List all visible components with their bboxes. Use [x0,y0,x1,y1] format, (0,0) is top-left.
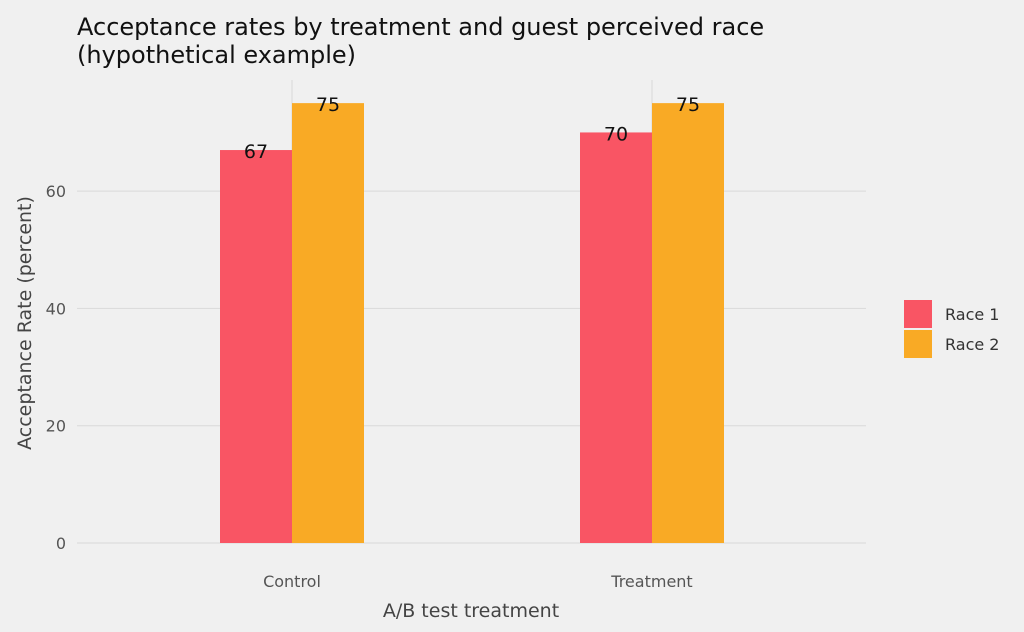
chart-title-line-1: Acceptance rates by treatment and guest … [77,13,764,41]
bar [220,150,292,544]
legend-swatch [904,300,932,328]
legend: Race 1 Race 2 [904,300,999,358]
y-tick-label: 0 [56,534,66,553]
x-tick-label: Treatment [610,572,692,591]
bar [580,132,652,543]
chart-title-line-2: (hypothetical example) [77,41,356,69]
legend-label: Race 1 [945,305,999,324]
gridlines [77,80,866,544]
data-labels: 67 75 70 75 [244,94,700,163]
bars [220,103,724,544]
bar [652,103,724,543]
data-label: 70 [604,123,628,145]
x-axis-ticks: Control Treatment [263,572,693,591]
x-axis-title: A/B test treatment [383,600,559,622]
y-tick-label: 60 [46,182,66,201]
y-axis-ticks: 0 20 40 60 [46,182,66,553]
y-tick-label: 40 [46,299,66,318]
legend-swatch [904,330,932,358]
legend-label: Race 2 [945,335,999,354]
y-axis-title: Acceptance Rate (percent) [14,196,36,450]
bar [292,103,364,543]
y-tick-label: 20 [46,417,66,436]
data-label: 75 [676,94,700,116]
x-tick-label: Control [263,572,321,591]
data-label: 75 [316,94,340,116]
data-label: 67 [244,141,268,163]
